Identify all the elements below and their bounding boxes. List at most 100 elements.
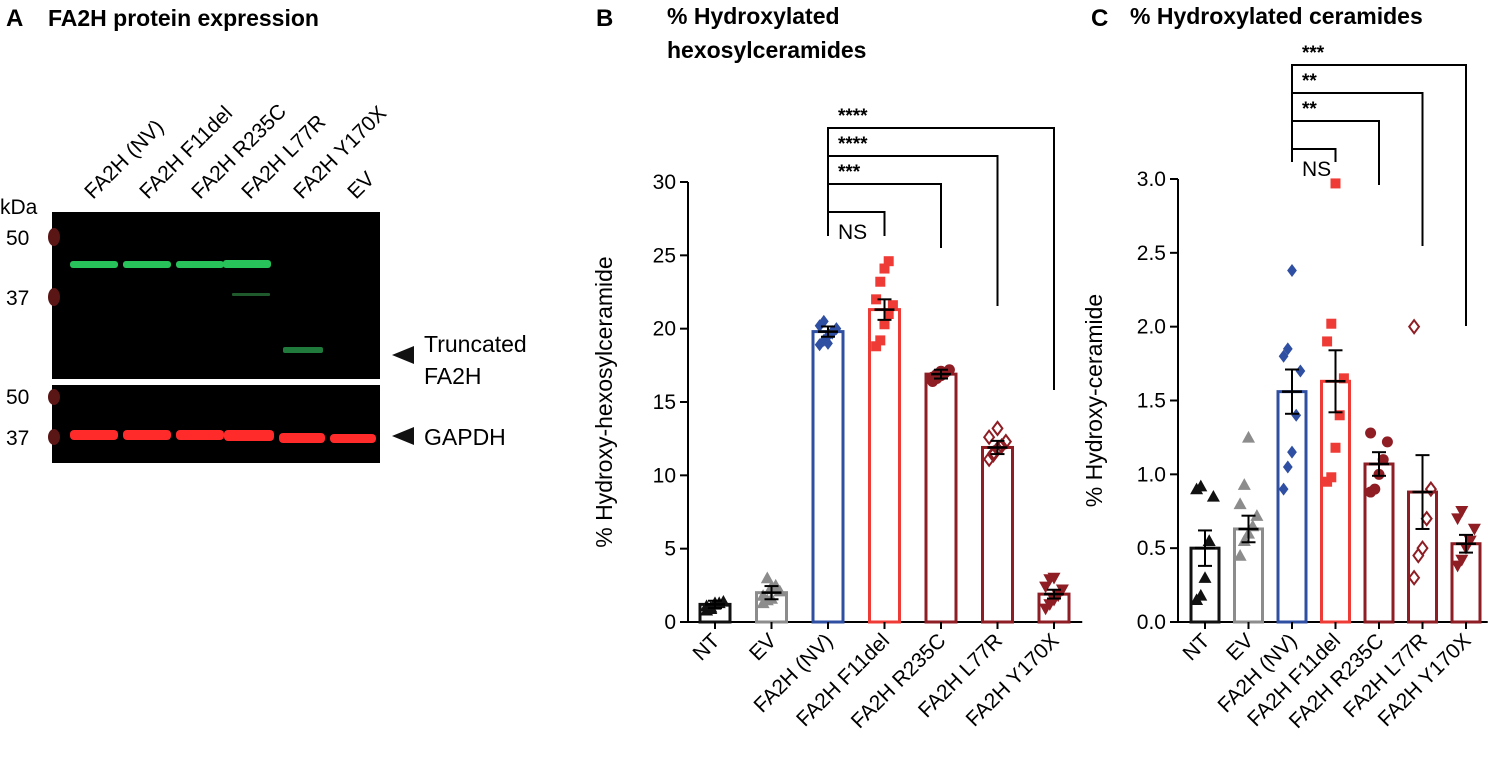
data-point — [1250, 509, 1264, 521]
fa2h-band — [176, 261, 224, 268]
panel-c-letter: C — [1091, 5, 1108, 32]
lower-marker-37: 37 — [6, 427, 29, 450]
ladder-band — [48, 389, 60, 405]
data-point — [982, 429, 996, 446]
lane-label: EV — [343, 167, 379, 203]
data-point — [1242, 430, 1255, 443]
gapdh-band — [123, 430, 171, 440]
x-category-label: EV — [1222, 629, 1258, 665]
data-point — [1039, 581, 1053, 594]
data-point — [818, 314, 829, 328]
data-point — [1338, 373, 1349, 384]
y-tick-label: 2.0 — [1137, 316, 1166, 339]
data-point — [823, 336, 833, 350]
y-tick-label: 1.5 — [1137, 390, 1166, 413]
x-category-label: NT — [688, 629, 724, 665]
ladder-band — [48, 288, 60, 306]
panel-b-title-line2: hexosylceramides — [667, 37, 866, 63]
bar — [1276, 390, 1308, 624]
panel-b-letter: B — [596, 5, 613, 32]
data-point — [879, 263, 890, 274]
y-tick-label: 25 — [653, 244, 676, 267]
gapdh-arrow-icon — [392, 427, 414, 445]
data-point — [760, 571, 774, 584]
panel-a-letter: A — [6, 5, 23, 32]
data-point — [1407, 569, 1421, 586]
fa2h-band — [123, 261, 171, 268]
gapdh-band — [279, 433, 325, 443]
upper-marker-50: 50 — [6, 227, 29, 250]
data-point — [1194, 588, 1208, 601]
data-point — [875, 276, 886, 287]
ladder-band — [48, 429, 60, 445]
truncated-arrow-icon — [392, 346, 414, 364]
bar — [868, 308, 901, 624]
y-tick-label: 2.5 — [1137, 242, 1166, 265]
y-tick-label: 5 — [664, 538, 676, 561]
significance-label: NS — [838, 221, 867, 244]
gapdh-label: GAPDH — [424, 424, 506, 450]
data-point — [1198, 571, 1212, 583]
significance-label: NS — [1302, 158, 1331, 181]
fa2h-band — [223, 260, 271, 268]
data-point — [1233, 497, 1247, 510]
truncated-label-line2: FA2H — [424, 363, 482, 389]
gapdh-band — [330, 434, 376, 443]
panel-a: A FA2H protein expression FA2H (NV)FA2H … — [0, 5, 527, 463]
significance-bracket — [1291, 148, 1337, 162]
data-point — [1322, 336, 1333, 347]
bar — [924, 372, 958, 624]
data-point — [756, 589, 770, 601]
data-point — [871, 341, 882, 352]
upper-blot-ladder — [48, 228, 60, 306]
data-point — [1055, 584, 1069, 597]
y-tick-label: 15 — [653, 391, 676, 414]
data-point — [1365, 427, 1377, 439]
x-category-label: EV — [745, 629, 781, 665]
x-category-label: NT — [1178, 629, 1214, 665]
bar — [811, 330, 845, 624]
data-point — [1330, 442, 1341, 453]
data-point — [1295, 364, 1306, 378]
data-point — [1326, 318, 1337, 329]
data-point — [871, 294, 882, 305]
data-point — [1047, 572, 1061, 585]
y-tick-label: 0.0 — [1137, 611, 1166, 634]
significance-bracket — [827, 183, 942, 248]
data-point — [1330, 178, 1341, 189]
panel-a-title: FA2H protein expression — [48, 5, 319, 31]
data-point — [887, 300, 898, 311]
data-point — [1287, 445, 1297, 459]
ladder-band — [48, 228, 60, 246]
data-point — [1381, 436, 1393, 448]
upper-marker-37: 37 — [6, 287, 29, 310]
data-point — [1451, 513, 1465, 526]
significance-bracket — [1291, 120, 1380, 185]
data-point — [1194, 479, 1208, 492]
bar — [981, 445, 1014, 624]
data-point — [883, 256, 894, 267]
gapdh-band — [70, 430, 118, 440]
data-point — [1282, 342, 1293, 356]
y-axis-label: % Hydroxy-ceramide — [1081, 294, 1107, 507]
data-point — [875, 335, 886, 346]
data-point — [943, 364, 955, 376]
data-point — [1291, 408, 1302, 422]
chart-c: 0.0 0.5 1.0 1.5 2.0 2.5 3.0 % Hydroxy-ceramide N… — [1081, 43, 1488, 733]
data-point — [1237, 478, 1251, 490]
data-point — [1424, 480, 1438, 498]
significance-label: **** — [838, 106, 868, 127]
truncated-label-line1: Truncated — [424, 331, 527, 357]
gapdh-band — [224, 430, 274, 441]
data-point — [1278, 482, 1289, 496]
y-tick-label: 30 — [653, 171, 676, 194]
data-point — [1455, 506, 1469, 518]
data-point — [1233, 549, 1247, 561]
upper-blot-bands — [70, 260, 323, 353]
data-point — [1206, 489, 1220, 502]
truncated-band — [283, 347, 323, 353]
panel-c-title: % Hydroxylated ceramides — [1130, 3, 1423, 29]
significance-label: *** — [838, 162, 861, 183]
